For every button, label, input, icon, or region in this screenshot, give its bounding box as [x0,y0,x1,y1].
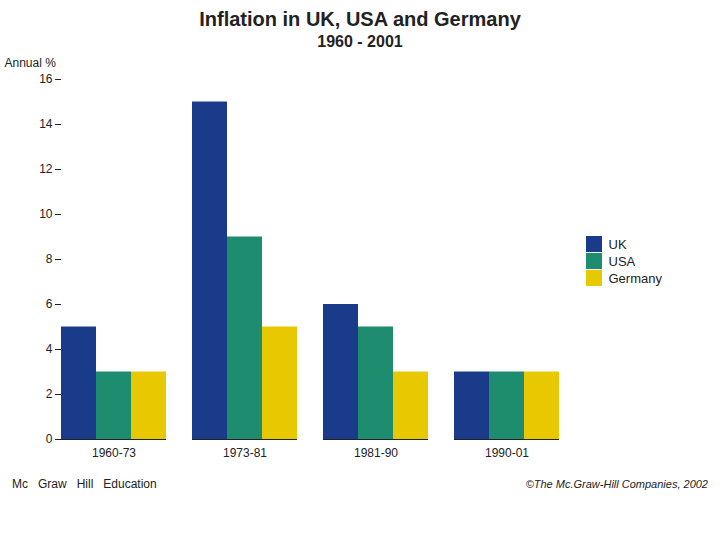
svg-text:2: 2 [46,387,53,401]
svg-text:4: 4 [46,342,53,356]
svg-text:12: 12 [39,162,53,176]
svg-text:1973-81: 1973-81 [223,446,267,460]
svg-text:1960-73: 1960-73 [92,446,136,460]
svg-text:16: 16 [39,72,53,86]
svg-text:10: 10 [39,207,53,221]
html-text:Mc: Mc [12,477,28,491]
html-text:1960 - 2001: 1960 - 2001 [317,33,403,50]
svg-text:1990-01: 1990-01 [485,446,529,460]
svg-text:1981-90: 1981-90 [354,446,398,460]
html-text:UK: UK [608,236,627,252]
html-text:Graw: Graw [38,477,67,491]
html-text:Hill: Hill [76,477,94,491]
svg-text:6: 6 [46,297,53,311]
html-text:Germany: Germany [608,270,662,286]
html-text:Inflation in UK, USA and Germa: Inflation in UK, USA and Germany [199,8,521,30]
html-text:©The Mc.Graw-Hill Companies, 2: ©The Mc.Graw-Hill Companies, 2002 [525,478,708,490]
svg-text:14: 14 [39,117,53,131]
svg-text:0: 0 [46,432,53,446]
svg-text:8: 8 [46,252,53,266]
svg-text:Annual %: Annual % [5,56,57,70]
html-text:USA: USA [608,253,636,269]
html-text:Education: Education [103,477,157,491]
